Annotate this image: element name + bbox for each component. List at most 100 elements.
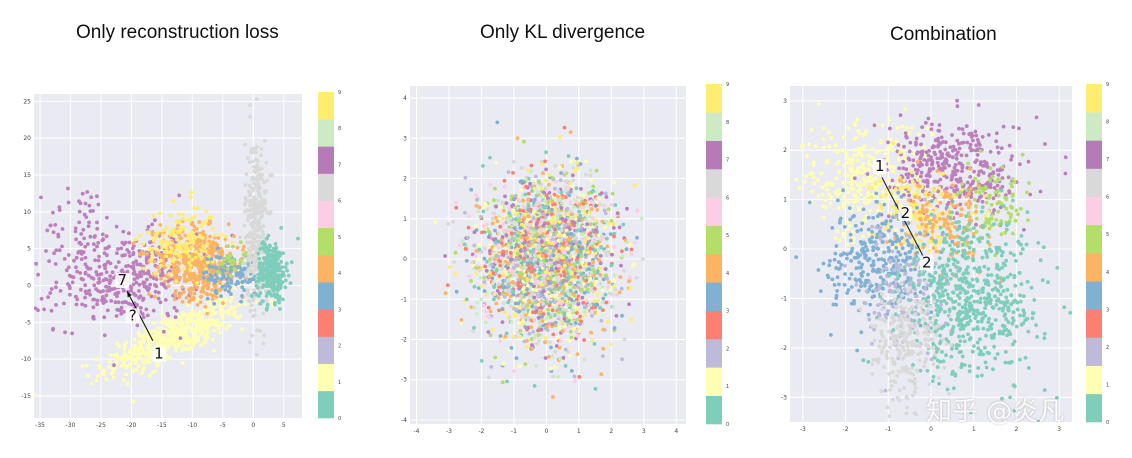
scatter-point bbox=[256, 182, 261, 186]
scatter-point bbox=[561, 356, 566, 360]
scatter-point bbox=[506, 218, 510, 223]
scatter-point bbox=[264, 251, 269, 255]
x-tick-label: 0 bbox=[544, 428, 548, 435]
scatter-point bbox=[44, 249, 48, 253]
scatter-point bbox=[124, 372, 129, 377]
scatter-point bbox=[574, 290, 578, 294]
scatter-point bbox=[200, 321, 205, 326]
scatter-point bbox=[114, 314, 119, 318]
scatter-point bbox=[77, 220, 82, 225]
scatter-point bbox=[194, 227, 199, 231]
scatter-point bbox=[201, 260, 206, 265]
scatter-point bbox=[188, 268, 192, 272]
scatter-point bbox=[534, 206, 539, 211]
x-tick-label: 5 bbox=[282, 422, 286, 429]
scatter-point bbox=[577, 240, 582, 245]
scatter-point bbox=[579, 225, 584, 230]
scatter-point bbox=[571, 178, 576, 183]
scatter-point bbox=[487, 375, 491, 380]
scatter-point bbox=[494, 301, 499, 306]
annotation-box bbox=[151, 346, 166, 362]
scatter-point bbox=[131, 261, 136, 265]
scatter-point bbox=[565, 308, 569, 313]
colorbar-segment bbox=[318, 146, 334, 174]
scatter-point bbox=[598, 261, 603, 266]
scatter-point bbox=[503, 334, 508, 339]
scatter-point bbox=[60, 227, 65, 231]
scatter-point bbox=[578, 205, 583, 210]
scatter-point bbox=[559, 171, 564, 175]
scatter-point bbox=[606, 285, 611, 290]
scatter-point bbox=[263, 273, 267, 278]
scatter-point bbox=[526, 214, 531, 219]
scatter-point bbox=[104, 284, 108, 289]
scatter-point bbox=[83, 295, 87, 300]
scatter-point bbox=[498, 339, 502, 343]
scatter-point bbox=[283, 285, 288, 290]
scatter-point bbox=[146, 357, 151, 362]
scatter-point bbox=[509, 245, 514, 250]
scatter-point bbox=[240, 294, 244, 298]
scatter-point bbox=[116, 300, 121, 305]
scatter-point bbox=[137, 273, 141, 278]
scatter-point bbox=[188, 195, 193, 200]
scatter-point bbox=[134, 273, 139, 277]
scatter-point bbox=[482, 280, 486, 284]
scatter-point bbox=[213, 311, 218, 316]
scatter-point bbox=[563, 188, 568, 193]
scatter-point bbox=[564, 179, 569, 184]
scatter-point bbox=[66, 253, 71, 257]
scatter-point bbox=[206, 222, 211, 227]
scatter-point bbox=[160, 243, 165, 247]
scatter-point bbox=[151, 370, 155, 375]
scatter-point bbox=[175, 229, 180, 234]
scatter-point bbox=[87, 273, 91, 278]
scatter-point bbox=[255, 328, 259, 332]
scatter-point bbox=[511, 283, 516, 288]
scatter-point bbox=[474, 223, 478, 228]
scatter-point bbox=[562, 316, 567, 321]
scatter-point bbox=[147, 292, 151, 296]
scatter-point bbox=[187, 260, 192, 265]
scatter-point bbox=[142, 271, 146, 276]
scatter-point bbox=[117, 308, 122, 313]
scatter-point bbox=[464, 297, 469, 302]
scatter-point bbox=[288, 281, 293, 286]
scatter-point bbox=[180, 285, 185, 289]
scatter-point bbox=[511, 334, 515, 339]
scatter-point bbox=[125, 381, 130, 386]
scatter-point bbox=[539, 239, 544, 244]
scatter-point bbox=[134, 280, 139, 285]
scatter-point bbox=[83, 244, 88, 249]
scatter-point bbox=[582, 240, 587, 244]
scatter-point bbox=[177, 253, 181, 258]
scatter-point bbox=[634, 276, 639, 280]
scatter-point bbox=[518, 328, 523, 333]
scatter-point bbox=[153, 271, 157, 276]
scatter-point bbox=[191, 342, 196, 347]
scatter-point bbox=[176, 267, 181, 272]
scatter-point bbox=[146, 346, 150, 351]
scatter-point bbox=[153, 294, 157, 299]
scatter-point bbox=[528, 243, 532, 248]
scatter-point bbox=[463, 247, 468, 251]
scatter-point bbox=[215, 246, 220, 251]
scatter-point bbox=[278, 307, 282, 311]
scatter-point bbox=[277, 296, 282, 300]
scatter-point bbox=[522, 259, 526, 264]
scatter-point bbox=[144, 307, 149, 312]
scatter-point bbox=[560, 300, 565, 305]
scatter-point bbox=[178, 315, 183, 320]
scatter-point bbox=[145, 277, 149, 282]
scatter-point bbox=[477, 247, 482, 252]
colorbar-tick-label: 6 bbox=[338, 199, 341, 205]
y-tick-label: 5 bbox=[27, 246, 31, 253]
scatter-point bbox=[83, 303, 88, 308]
scatter-point bbox=[119, 311, 124, 316]
scatter-point bbox=[140, 371, 144, 376]
scatter-point bbox=[563, 195, 568, 199]
scatter-point bbox=[555, 216, 560, 221]
scatter-point bbox=[273, 242, 278, 246]
scatter-point bbox=[261, 232, 266, 237]
scatter-point bbox=[594, 276, 599, 281]
